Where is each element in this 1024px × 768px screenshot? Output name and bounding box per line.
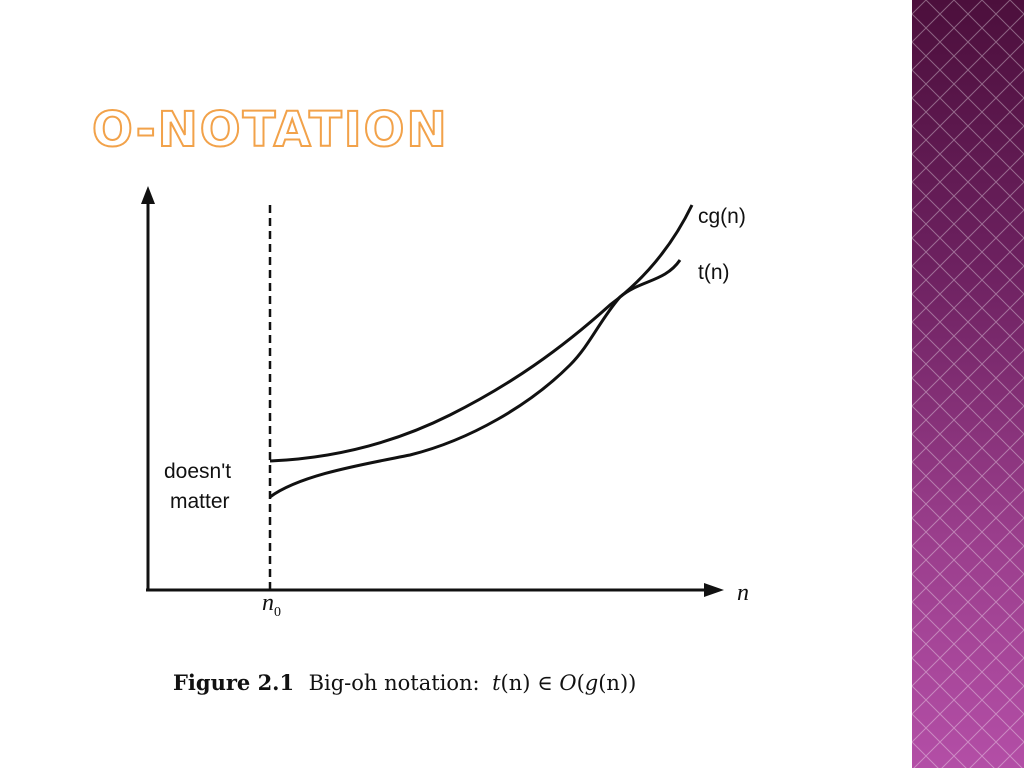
region-label-line2: matter	[170, 490, 230, 513]
threshold-label-subscript: 0	[274, 605, 281, 620]
figure-caption: Figure 2.1 Big-oh notation: t(n) ∈ O(g(n…	[173, 670, 636, 695]
curve-cg-label: cg(n)	[698, 205, 746, 228]
caption-formula-g: g	[585, 671, 598, 695]
decorative-sidebar	[912, 0, 1024, 768]
caption-formula-n2: (n	[598, 671, 620, 695]
curve-t-label: t(n)	[698, 261, 730, 284]
x-axis-arrowhead	[704, 583, 724, 597]
caption-formula-O: O	[559, 671, 576, 695]
slide-title: O-NOTATION	[91, 101, 449, 159]
threshold-label-n: n	[262, 590, 274, 616]
caption-formula-paren-open: (	[577, 671, 585, 695]
caption-formula-close: ))	[620, 671, 636, 695]
caption-formula-in: ∈	[530, 671, 559, 695]
x-axis-label: n	[737, 580, 749, 606]
region-label-line1: doesn't	[164, 460, 231, 483]
curve-t	[269, 259, 682, 499]
caption-formula-t: t	[492, 671, 501, 695]
threshold-label: n0	[262, 590, 281, 620]
curve-cg	[269, 204, 694, 463]
caption-figure-label: Figure 2.1	[173, 670, 294, 695]
sidebar-pattern	[912, 0, 1024, 768]
y-axis-arrowhead	[141, 186, 155, 204]
caption-formula-n1: (n)	[501, 671, 531, 695]
caption-text: Big-oh notation:	[309, 671, 480, 695]
